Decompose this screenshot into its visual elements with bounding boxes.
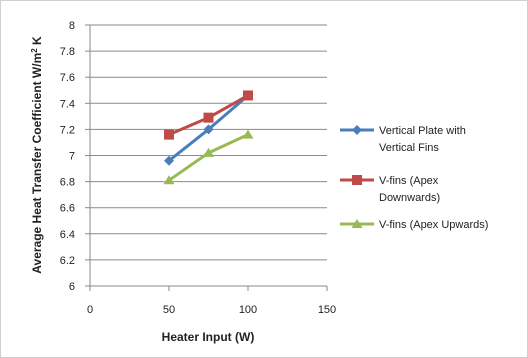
y-tick-label: 7.2 bbox=[60, 124, 75, 136]
y-tick-label: 7.4 bbox=[60, 98, 75, 110]
y-tick-label: 8 bbox=[69, 20, 75, 32]
y-tick-label: 7.6 bbox=[60, 72, 75, 84]
grid-lines bbox=[89, 24, 327, 287]
x-tick-label: 50 bbox=[163, 304, 175, 316]
x-tick-label: 0 bbox=[87, 304, 93, 316]
data-point-series-1 bbox=[203, 124, 214, 135]
y-tick-label: 6.8 bbox=[60, 177, 75, 189]
data-point-series-3 bbox=[242, 129, 254, 139]
legend: Vertical Plate with Vertical Fins V-fins (… bbox=[340, 125, 488, 231]
y-axis-title-main: Average Heat Transfer Coefficient W/m bbox=[30, 53, 44, 274]
y-tick-label: 6.4 bbox=[60, 229, 75, 241]
legend-marker-1 bbox=[352, 125, 362, 135]
y-axis-ticks: 6 6.2 6.4 6.6 6.8 7 7.2 7.4 7.6 7.8 8 bbox=[60, 20, 90, 293]
x-tick-label: 100 bbox=[239, 304, 257, 316]
legend-label-3: V-fins (Apex Upwards) bbox=[379, 219, 488, 231]
series-line-3 bbox=[168, 133, 249, 182]
y-axis-title-sup: 2 bbox=[30, 48, 39, 53]
legend-label-2: Downwards) bbox=[379, 192, 440, 204]
legend-marker-3 bbox=[351, 219, 363, 228]
legend-label-1: Vertical Fins bbox=[379, 142, 439, 154]
data-point-series-3 bbox=[163, 175, 175, 185]
data-point-series-3 bbox=[203, 147, 214, 157]
data-point-series-1 bbox=[164, 155, 174, 166]
series-group bbox=[163, 90, 254, 185]
y-tick-label: 7.8 bbox=[60, 46, 75, 58]
y-tick-label: 6 bbox=[69, 281, 75, 293]
x-axis-title: Heater Input (W) bbox=[162, 330, 255, 344]
data-point-series-2 bbox=[243, 90, 253, 101]
y-axis-title: Average Heat Transfer Coefficient W/m2 K bbox=[30, 36, 44, 274]
x-tick-label: 150 bbox=[318, 304, 336, 316]
y-axis-title-suffix: K bbox=[30, 36, 44, 48]
legend-marker-2 bbox=[352, 175, 362, 185]
data-point-series-2 bbox=[164, 129, 174, 140]
y-tick-label: 6.2 bbox=[60, 255, 75, 267]
legend-label-1: Vertical Plate with bbox=[379, 125, 466, 137]
y-tick-label: 6.6 bbox=[60, 203, 75, 215]
y-tick-label: 7 bbox=[69, 151, 75, 163]
data-point-series-2 bbox=[203, 112, 214, 123]
legend-label-2: V-fins (Apex bbox=[379, 175, 439, 187]
x-axis-ticks: 0 50 100 150 bbox=[87, 286, 336, 316]
